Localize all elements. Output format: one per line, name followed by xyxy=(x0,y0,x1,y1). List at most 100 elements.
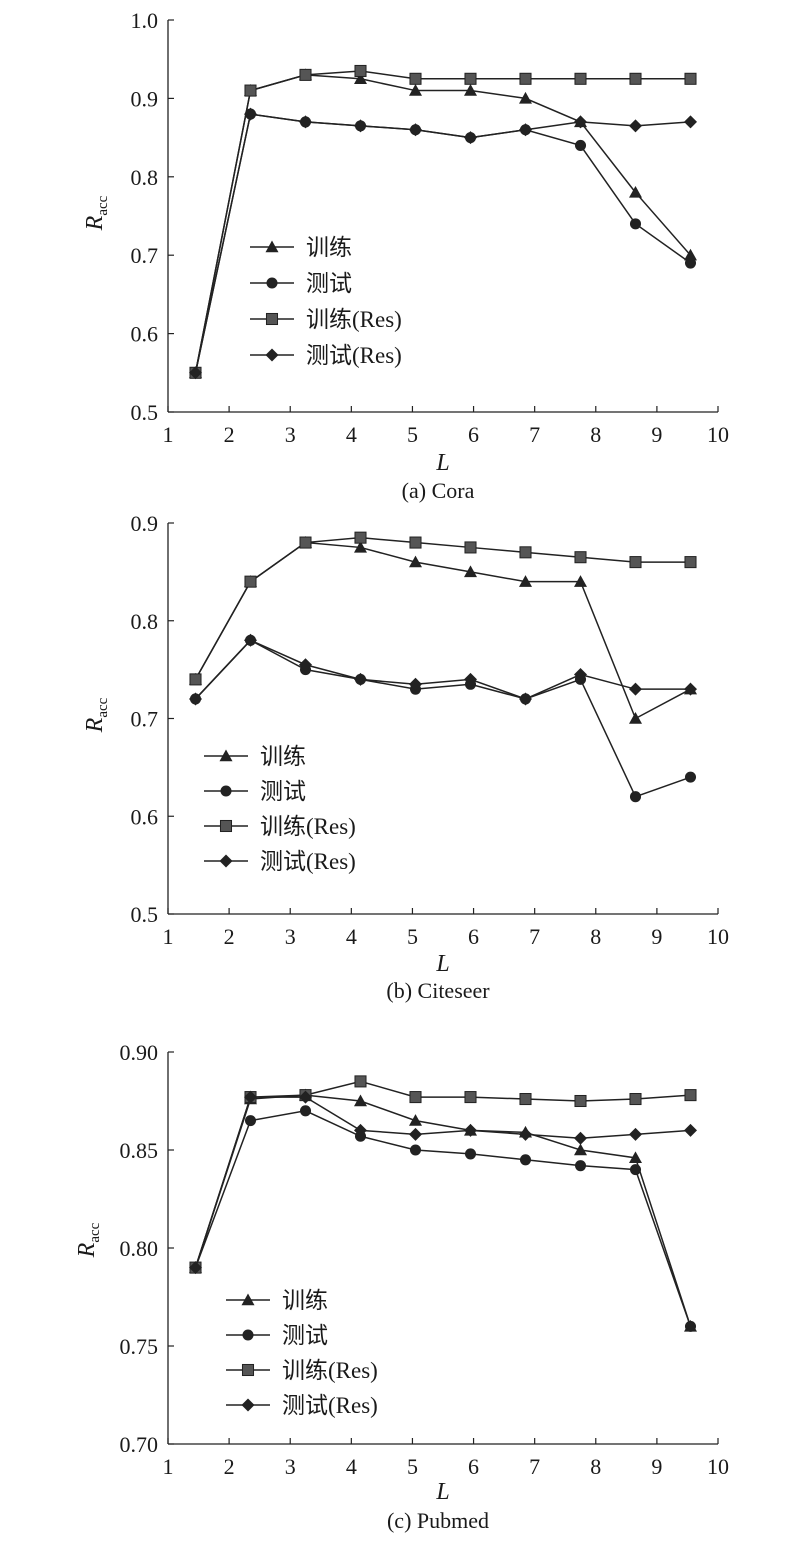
data-point xyxy=(354,531,367,544)
x-tick-label: 8 xyxy=(590,1454,601,1479)
x-tick-label: 9 xyxy=(651,924,662,949)
y-tick-label: 0.5 xyxy=(131,400,159,425)
x-tick-label: 7 xyxy=(529,924,540,949)
series-line xyxy=(194,536,691,680)
legend-label: 测试 xyxy=(260,779,306,804)
data-point xyxy=(244,84,257,97)
legend-label: 训练(Res) xyxy=(282,1358,378,1383)
data-point xyxy=(464,565,477,578)
x-tick-label: 1 xyxy=(163,924,174,949)
data-point xyxy=(299,658,312,672)
legend-item: 测试(Res) xyxy=(204,849,356,874)
data-point xyxy=(409,536,422,549)
data-point xyxy=(684,72,697,85)
data-point xyxy=(189,692,202,706)
series-line xyxy=(194,639,691,798)
panel-caption: (a) Cora xyxy=(402,478,475,503)
data-point xyxy=(574,1131,587,1145)
series-line xyxy=(194,70,691,373)
legend-marker xyxy=(266,277,278,289)
x-tick-label: 4 xyxy=(346,1454,357,1479)
data-point xyxy=(684,257,697,269)
x-tick-label: 5 xyxy=(407,422,418,447)
data-point xyxy=(299,115,312,129)
legend-marker xyxy=(265,240,279,253)
data-point xyxy=(574,551,587,564)
data-point xyxy=(519,692,532,706)
y-tick-label: 0.90 xyxy=(120,1040,159,1065)
legend-item: 训练 xyxy=(250,235,352,260)
data-point xyxy=(409,123,422,137)
legend-label: 训练 xyxy=(282,1288,328,1313)
data-point xyxy=(629,218,642,230)
legend-item: 测试(Res) xyxy=(226,1393,378,1418)
data-point xyxy=(409,1114,422,1126)
legend-marker xyxy=(265,312,279,326)
data-point xyxy=(629,1093,642,1106)
data-point xyxy=(629,1164,642,1176)
data-point xyxy=(244,575,257,588)
y-axis-title-sub: acc xyxy=(95,697,111,717)
legend-marker xyxy=(242,1329,254,1341)
y-axis-title-sub: acc xyxy=(95,195,111,215)
legend-item: 训练(Res) xyxy=(226,1358,378,1383)
data-point xyxy=(574,72,587,85)
panel-caption: (b) Citeseer xyxy=(386,978,490,1003)
chart-panel-2: 1 2 3 4 5 6 7 8 9 10 0.5 0.6 0.7 0.8 0.9 L Racc (b) Cites… xyxy=(82,511,729,1003)
legend-item: 测试 xyxy=(204,779,306,804)
data-point xyxy=(629,72,642,85)
legend-marker xyxy=(241,1363,255,1377)
legend-marker xyxy=(241,1293,255,1306)
legend-item: 训练 xyxy=(204,744,306,769)
y-tick-label: 0.80 xyxy=(120,1236,159,1261)
data-point xyxy=(684,1320,697,1332)
data-point xyxy=(244,633,257,647)
y-axis-title-main: R xyxy=(74,1242,100,1258)
data-point xyxy=(629,556,642,569)
x-tick-label: 5 xyxy=(407,924,418,949)
data-point xyxy=(574,1143,587,1156)
x-tick-label: 6 xyxy=(468,924,479,949)
data-point xyxy=(519,575,532,587)
legend-item: 训练(Res) xyxy=(204,814,356,839)
data-point xyxy=(464,1148,477,1160)
legend-label: 训练(Res) xyxy=(260,814,356,839)
chart-panel-1: 1 2 3 4 5 6 7 8 9 10 0.5 0.6 0.7 0.8 0.9 1.0 L Racc (a) Co… xyxy=(82,8,729,503)
x-tick-label: 10 xyxy=(707,422,729,447)
y-axis-title-main: R xyxy=(82,717,108,733)
y-axis-title: Racc xyxy=(82,697,111,733)
legend-label: 测试 xyxy=(282,1323,328,1348)
series-line xyxy=(194,1096,691,1268)
legend-marker xyxy=(241,1398,255,1412)
data-point xyxy=(574,1160,587,1172)
x-tick-label: 2 xyxy=(224,1454,235,1479)
data-point xyxy=(464,541,477,554)
data-point xyxy=(464,131,477,145)
legend-label: 训练(Res) xyxy=(306,307,402,332)
data-point xyxy=(684,1123,697,1137)
y-tick-label: 0.85 xyxy=(120,1138,159,1163)
series-3 xyxy=(189,1075,697,1274)
y-tick-label: 0.7 xyxy=(131,707,159,732)
x-tick-label: 9 xyxy=(651,422,662,447)
data-point xyxy=(409,677,422,691)
x-tick-label: 1 xyxy=(163,1454,174,1479)
data-point xyxy=(189,366,202,380)
x-tick-label: 4 xyxy=(346,924,357,949)
chart-panel-3: 1 2 3 4 5 6 7 8 9 10 0.70 0.75 0.80 0.85 0.90 L Racc (c) … xyxy=(74,1040,729,1533)
data-point xyxy=(629,119,642,133)
series-line xyxy=(194,74,692,373)
legend-item: 测试(Res) xyxy=(250,343,402,368)
data-point xyxy=(464,72,477,85)
x-tick-label: 3 xyxy=(285,1454,296,1479)
series-line xyxy=(194,113,691,373)
data-point xyxy=(519,72,532,85)
x-tick-label: 8 xyxy=(590,924,601,949)
data-point xyxy=(299,536,312,549)
x-axis-title: L xyxy=(435,951,449,977)
data-point xyxy=(519,91,532,104)
y-tick-label: 0.70 xyxy=(120,1432,159,1457)
series-3 xyxy=(189,64,697,379)
